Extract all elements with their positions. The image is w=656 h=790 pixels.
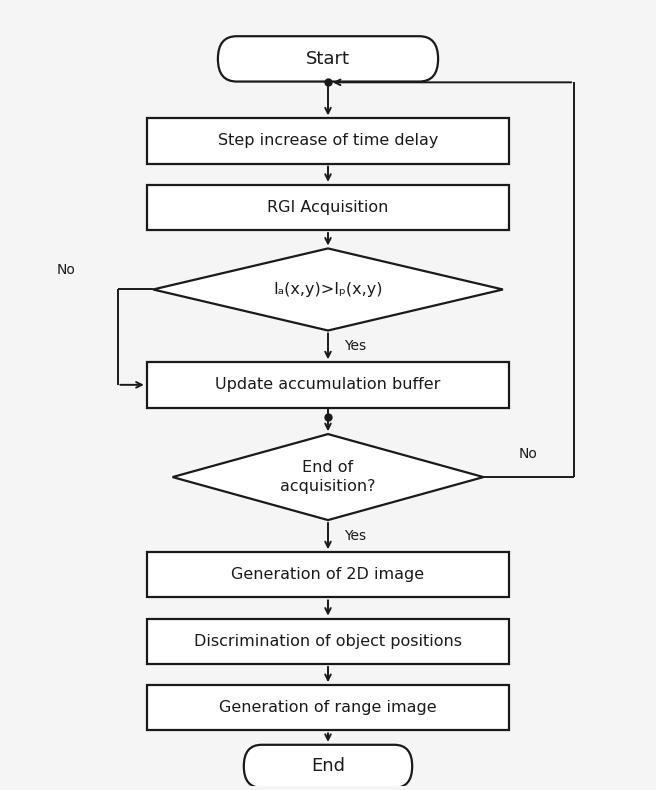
Text: No: No	[56, 263, 75, 277]
Bar	[147, 118, 509, 164]
Text: No: No	[519, 446, 538, 461]
Text: Iₐ(x,y)>Iₚ(x,y): Iₐ(x,y)>Iₚ(x,y)	[274, 282, 382, 297]
Bar	[147, 362, 509, 408]
Text: End of
acquisition?: End of acquisition?	[280, 461, 376, 494]
Bar	[147, 185, 509, 230]
Polygon shape	[173, 434, 483, 520]
Text: Yes: Yes	[344, 529, 366, 543]
Polygon shape	[153, 248, 503, 330]
Text: Update accumulation buffer: Update accumulation buffer	[215, 378, 441, 393]
Text: Yes: Yes	[344, 340, 366, 353]
Text: RGI Acquisition: RGI Acquisition	[267, 200, 389, 215]
Text: Start: Start	[306, 50, 350, 68]
Bar	[147, 619, 509, 664]
FancyBboxPatch shape	[218, 36, 438, 81]
Text: Generation of 2D image: Generation of 2D image	[232, 567, 424, 582]
FancyBboxPatch shape	[244, 745, 412, 788]
Text: Step increase of time delay: Step increase of time delay	[218, 134, 438, 149]
Text: Discrimination of object positions: Discrimination of object positions	[194, 634, 462, 649]
Bar	[147, 552, 509, 597]
Bar	[147, 685, 509, 730]
Text: Generation of range image: Generation of range image	[219, 700, 437, 715]
Text: End: End	[311, 758, 345, 775]
